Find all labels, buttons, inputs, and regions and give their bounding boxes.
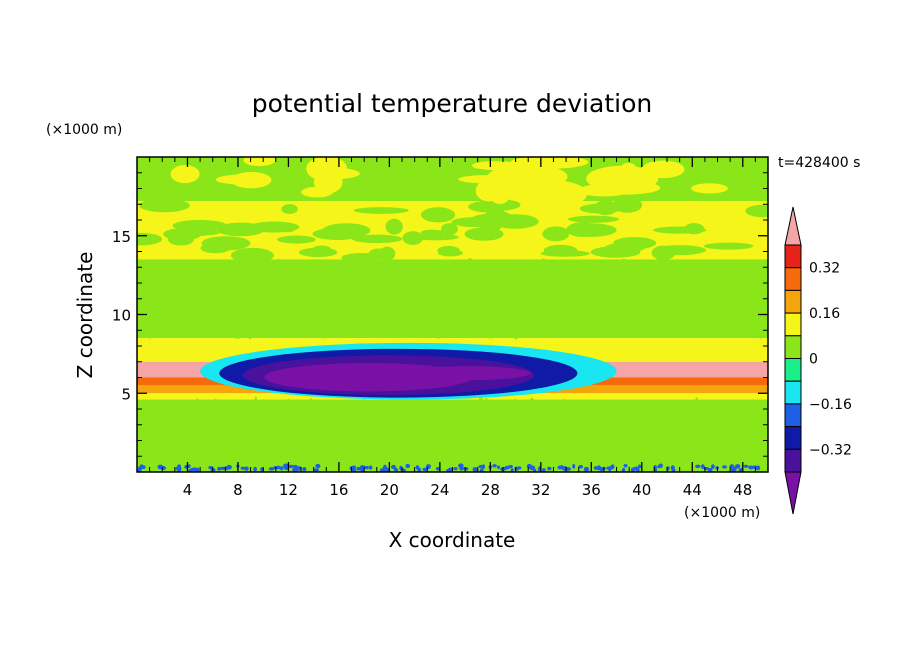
x-tick-label: 32 [531,481,550,499]
colorbar-tick-label: 0.16 [809,306,840,322]
contour-layer-2 [137,259,768,338]
x-tick-label: 36 [582,481,601,499]
x-axis-unit: (×1000 m) [684,505,760,521]
colorbar-tick-label: 0 [809,352,818,368]
colorbar-box [785,359,801,382]
x-tick-label: 48 [733,481,752,499]
colorbar-box [785,313,801,336]
colorbar: 0.32 0.16 0 −0.16 −0.32 [785,207,852,514]
x-tick-label: 24 [430,481,449,499]
colorbar-box [785,245,801,268]
colorbar-top-triangle [785,207,801,245]
contour-field [119,154,779,474]
colorbar-box [785,404,801,427]
colorbar-box [785,290,801,313]
y-tick-label: 10 [112,307,131,325]
x-axis-label: X coordinate [389,528,516,552]
x-tick-label: 44 [683,481,702,499]
z-axis-unit: (×1000 m) [46,122,122,138]
colorbar-box [785,268,801,291]
colorbar-box [785,381,801,404]
x-tick-label: 4 [183,481,193,499]
x-tick-label: 16 [329,481,348,499]
colorbar-bottom-triangle [785,472,801,514]
colorbar-tick-label: 0.32 [809,261,840,277]
y-tick-label: 15 [112,228,131,246]
y-axis-label: Z coordinate [73,252,97,379]
chart-title: potential temperature deviation [252,89,652,118]
colorbar-tick-label: −0.32 [809,442,852,458]
x-tick-label: 28 [481,481,500,499]
colorbar-box [785,427,801,450]
cold-anomaly [200,343,616,400]
time-label: t=428400 s [778,155,860,171]
x-tick-label: 40 [632,481,651,499]
colorbar-box [785,336,801,359]
y-tick-label: 5 [121,385,131,403]
x-tick-label: 8 [233,481,243,499]
colorbar-tick-label: −0.16 [809,397,852,413]
x-tick-label: 12 [279,481,298,499]
x-tick-label: 20 [380,481,399,499]
colorbar-box [785,449,801,472]
